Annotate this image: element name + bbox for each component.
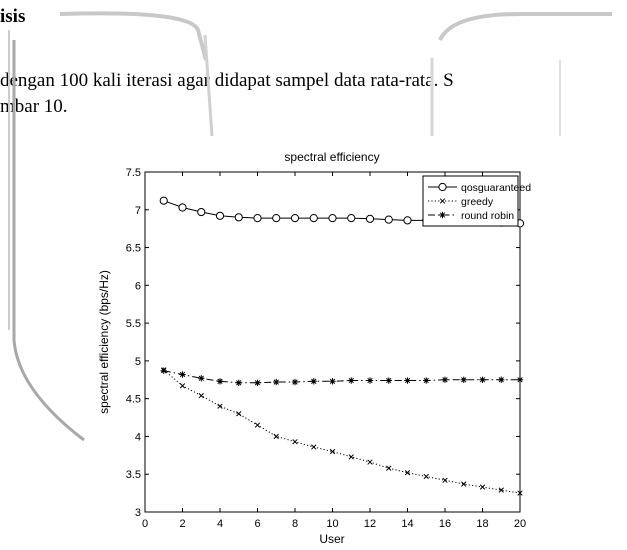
x-tick-label: 0 <box>142 518 148 530</box>
data-point <box>403 216 412 225</box>
y-tick-label: 5.5 <box>126 318 141 330</box>
x-tick-label: 10 <box>326 518 338 530</box>
data-point <box>404 377 411 384</box>
data-point <box>423 377 430 384</box>
y-tick-label: 4.5 <box>126 394 141 406</box>
section-heading: isis <box>0 6 26 27</box>
legend-label: round robin <box>461 210 514 222</box>
data-point <box>423 473 429 480</box>
data-point <box>178 203 187 212</box>
y-tick-label: 5 <box>135 356 141 368</box>
legend-label: greedy <box>461 196 494 208</box>
spectral-efficiency-chart: spectral efficiency User spectral effici… <box>97 150 531 546</box>
data-point <box>366 377 374 384</box>
data-point <box>386 465 392 471</box>
data-point <box>385 377 392 384</box>
x-tick-label: 16 <box>439 518 451 530</box>
data-point <box>347 213 356 223</box>
y-tick-label: 6.5 <box>126 243 141 255</box>
data-point <box>235 379 242 386</box>
data-point <box>215 211 225 220</box>
data-point <box>236 411 242 417</box>
data-point <box>460 376 467 383</box>
legend-marker <box>439 211 446 219</box>
data-point <box>367 459 373 465</box>
data-point <box>290 213 300 223</box>
y-tick-label: 6 <box>135 280 141 292</box>
x-tick-label: 18 <box>476 518 488 530</box>
x-axis-label: User <box>319 532 344 546</box>
data-point <box>272 213 281 223</box>
legend-label: qosguaranteed <box>461 182 531 194</box>
data-point <box>273 378 280 386</box>
y-axis-label: spectral efficiency (bps/Hz) <box>97 270 111 414</box>
data-point <box>273 433 279 440</box>
data-point <box>348 377 355 384</box>
x-tick-label: 14 <box>401 518 413 530</box>
data-point <box>311 444 317 450</box>
data-point <box>217 403 223 409</box>
y-tick-label: 4 <box>135 431 141 443</box>
data-point <box>348 454 354 460</box>
data-point <box>179 383 186 389</box>
data-point <box>254 422 261 428</box>
data-point <box>328 213 337 223</box>
data-point <box>441 376 449 383</box>
data-point <box>329 378 336 385</box>
data-point <box>384 215 393 224</box>
data-point <box>461 481 467 487</box>
chart-title: spectral efficiency <box>284 150 379 164</box>
paragraph-line-2: mbar 10. <box>0 96 68 117</box>
data-point <box>479 484 486 490</box>
data-point <box>516 376 524 383</box>
data-point <box>517 490 523 496</box>
data-point <box>498 487 504 493</box>
data-point <box>404 470 411 476</box>
y-tick-label: 7 <box>135 205 141 217</box>
legend-marker <box>438 182 447 192</box>
data-point <box>254 379 261 386</box>
data-point <box>234 213 243 222</box>
x-tick-label: 8 <box>292 518 298 530</box>
data-point <box>365 214 375 223</box>
data-point <box>292 439 298 445</box>
data-point <box>179 371 186 378</box>
data-point <box>309 213 318 223</box>
data-point <box>442 477 448 483</box>
data-point <box>479 376 486 383</box>
data-point <box>253 213 262 223</box>
data-point <box>498 376 505 383</box>
data-point <box>198 375 205 382</box>
x-tick-label: 2 <box>179 518 185 530</box>
y-tick-label: 7.5 <box>126 167 141 179</box>
data-point <box>197 207 206 217</box>
data-point <box>291 378 299 386</box>
data-point <box>159 196 168 205</box>
legend-marker <box>439 198 446 204</box>
x-tick-label: 12 <box>364 518 376 530</box>
legend: qosguaranteed greedy round robin <box>422 175 531 227</box>
x-tick-label: 4 <box>217 518 223 530</box>
data-point <box>310 378 317 385</box>
data-point <box>216 378 224 385</box>
x-tick-label: 20 <box>514 518 526 530</box>
paragraph-line-1: dengan 100 kali iterasi agar didapat sam… <box>0 70 454 91</box>
data-point <box>198 392 204 399</box>
y-tick-label: 3.5 <box>126 469 141 481</box>
data-point <box>329 448 336 455</box>
data-point <box>160 367 167 374</box>
x-tick-label: 6 <box>254 518 260 530</box>
y-tick-label: 3 <box>135 507 141 519</box>
